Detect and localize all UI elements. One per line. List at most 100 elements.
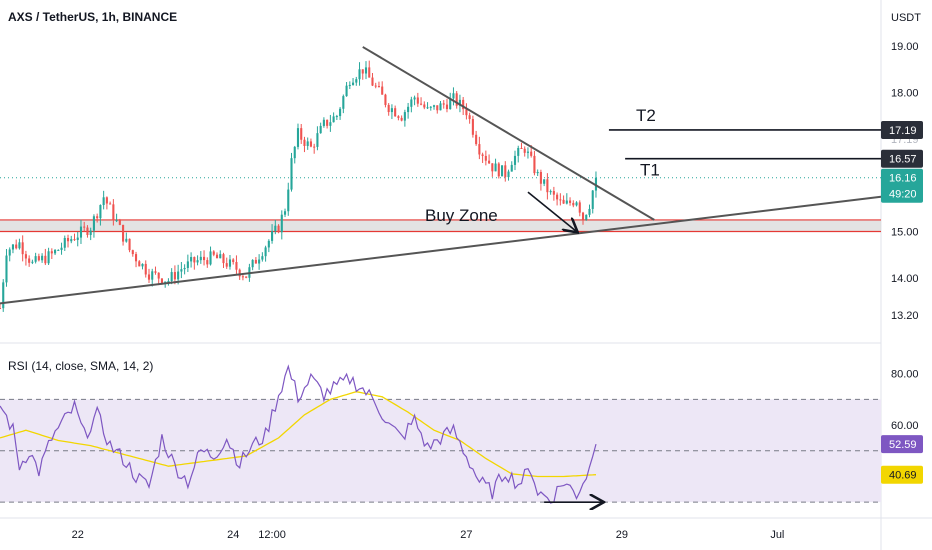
candle-body xyxy=(403,112,406,121)
candle-body xyxy=(232,259,235,263)
candle-body xyxy=(413,97,416,100)
target-t1-label: T1 xyxy=(640,161,660,180)
candle-body xyxy=(562,199,565,204)
candle-body xyxy=(313,146,316,148)
candle-body xyxy=(122,224,125,242)
candle-body xyxy=(504,165,507,178)
time-tick-label: 22 xyxy=(72,529,84,541)
candle-body xyxy=(190,257,193,262)
candle-body xyxy=(549,191,552,193)
candle-body xyxy=(225,263,228,267)
candle-body xyxy=(420,103,423,105)
candle-body xyxy=(267,240,270,248)
candle-body xyxy=(271,231,274,241)
candle-body xyxy=(484,155,487,161)
time-axis[interactable]: 22 24 12:00 27 29 Jul xyxy=(72,529,785,541)
candle-body xyxy=(125,238,128,242)
target-price-tag-text: 17.19 xyxy=(889,125,917,137)
drawings[interactable] xyxy=(0,46,882,305)
target-t2-label: T2 xyxy=(636,106,656,125)
candle-body xyxy=(361,69,364,74)
time-tick-label: Jul xyxy=(770,529,784,541)
candle-body xyxy=(60,247,63,250)
candle-body xyxy=(18,242,21,249)
candle-body xyxy=(326,119,329,126)
candle-body xyxy=(345,85,348,97)
candle-body xyxy=(416,97,419,104)
target-price-tag-text: 16.57 xyxy=(889,154,917,166)
descending-trendline[interactable] xyxy=(362,46,655,221)
candle-body xyxy=(572,202,575,206)
candle-body xyxy=(157,272,160,279)
candle-body xyxy=(151,271,154,280)
candle-body xyxy=(543,179,546,184)
candle-body xyxy=(199,256,202,261)
last-price-tag xyxy=(881,168,923,203)
candle-body xyxy=(144,263,147,275)
candle-body xyxy=(283,211,287,215)
candle-body xyxy=(523,148,526,153)
candle-body xyxy=(342,96,345,109)
candle-body xyxy=(559,199,562,201)
candle-body xyxy=(73,239,76,241)
candle-body xyxy=(183,267,186,270)
candle-body xyxy=(374,85,377,87)
last-price-tag-text: 16.16 xyxy=(889,173,917,185)
ascending-trendline[interactable] xyxy=(0,195,882,305)
candle-body xyxy=(533,155,536,174)
candle-body xyxy=(526,151,530,153)
candle-body xyxy=(57,249,60,251)
candle-body xyxy=(452,93,455,99)
candle-body xyxy=(219,254,222,259)
candle-body xyxy=(280,214,283,233)
candle-body xyxy=(488,160,491,164)
time-tick-label: 12:00 xyxy=(258,529,286,541)
candle-body xyxy=(261,256,264,260)
candle-body xyxy=(494,163,497,172)
candle-body xyxy=(552,191,555,195)
candle-body xyxy=(491,163,494,172)
candle-body xyxy=(147,274,151,280)
candle-body xyxy=(31,261,34,263)
price-arrow[interactable] xyxy=(527,191,577,231)
rsi-tick-label: 60.00 xyxy=(891,420,919,432)
candle-body xyxy=(222,254,225,264)
candle-body xyxy=(364,67,368,74)
candle-body xyxy=(462,99,465,110)
candle-body xyxy=(432,105,436,107)
candle-body xyxy=(588,208,591,215)
candle-body xyxy=(410,99,413,107)
candle-body xyxy=(517,147,520,156)
candle-body xyxy=(293,146,296,159)
candle-body xyxy=(105,197,108,204)
candle-body xyxy=(0,308,2,310)
candle-body xyxy=(287,189,290,212)
candle-body xyxy=(449,98,452,110)
candle-body xyxy=(215,254,219,259)
candle-body xyxy=(206,260,209,265)
price-tick-label: 15.00 xyxy=(891,227,919,239)
candle-body xyxy=(131,250,134,255)
candle-body xyxy=(296,128,300,147)
candle-body xyxy=(154,271,157,273)
candle-body xyxy=(500,165,504,177)
candle-body xyxy=(556,194,559,200)
candle-body xyxy=(455,93,458,106)
candle-body xyxy=(465,109,468,116)
candle-body xyxy=(167,281,170,283)
candle-body xyxy=(203,256,206,261)
candle-body xyxy=(594,177,598,191)
candle-body xyxy=(381,86,384,95)
candle-body xyxy=(426,107,429,109)
candle-body xyxy=(429,106,432,108)
target-price-tag xyxy=(881,149,923,168)
candle-body xyxy=(436,105,439,111)
candle-body xyxy=(258,259,261,264)
candle-body xyxy=(264,247,267,257)
candle-body xyxy=(92,216,95,231)
price-axis[interactable]: 19.0018.0015.0014.0013.2017.1917.1916.57… xyxy=(881,41,923,484)
candle-body xyxy=(180,269,183,272)
candle-body xyxy=(47,251,50,264)
candle-body xyxy=(238,269,241,277)
